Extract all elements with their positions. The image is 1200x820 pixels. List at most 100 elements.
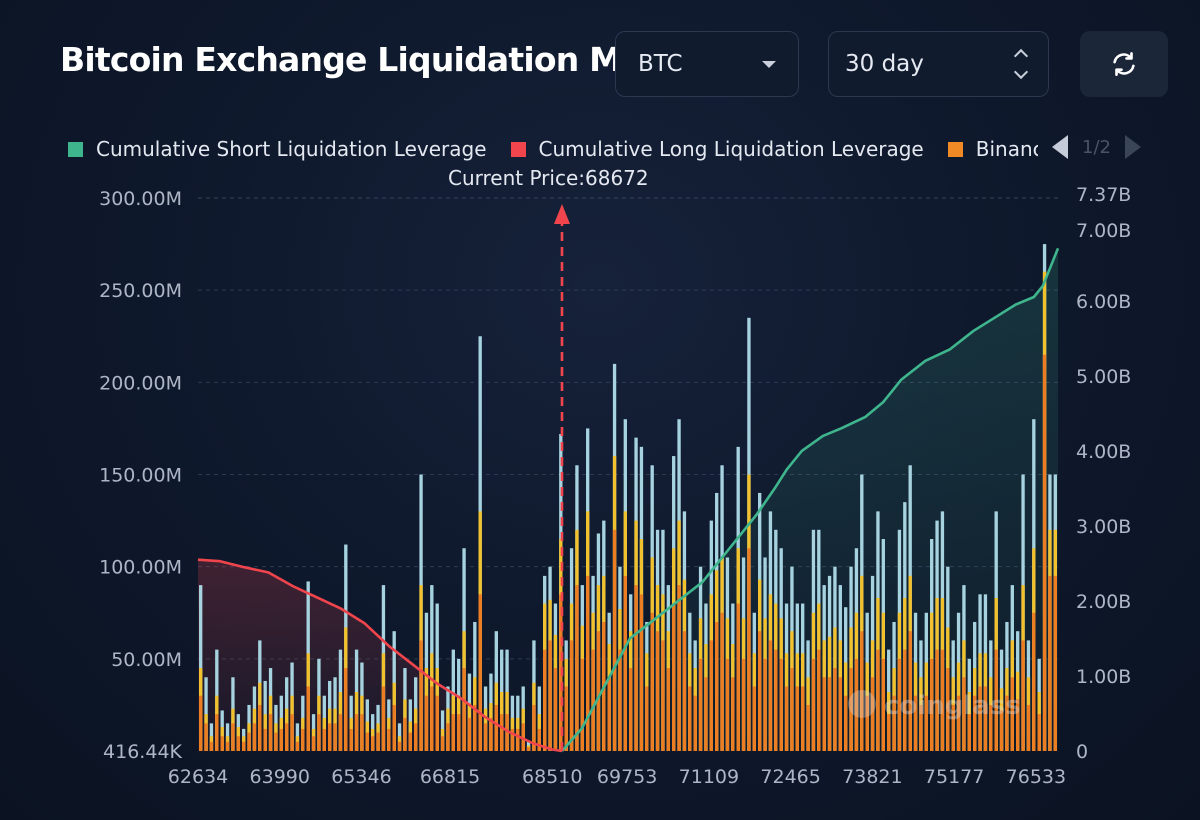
liquidation-bar xyxy=(677,419,681,751)
liquidation-bar xyxy=(973,621,977,751)
bar-binance xyxy=(956,695,961,751)
liquidation-bar xyxy=(419,474,423,751)
long-liquidation-line xyxy=(197,558,563,753)
liquidation-bar xyxy=(381,585,386,751)
bar-binance xyxy=(564,686,568,751)
liquidation-bar xyxy=(704,603,708,751)
legend-item-binance[interactable]: Binance xyxy=(947,137,1038,161)
bar-binance xyxy=(290,714,294,751)
bar-binance xyxy=(731,677,735,751)
bar-binance xyxy=(548,640,552,751)
left-axis-tick: 200.00M xyxy=(99,372,182,394)
bar-binance xyxy=(419,640,423,751)
liquidation-bar xyxy=(295,723,300,751)
refresh-button[interactable] xyxy=(1080,31,1168,97)
liquidation-bar xyxy=(1021,474,1025,751)
liquidation-bar xyxy=(268,668,273,751)
legend-item-short-liquidation[interactable]: Cumulative Short Liquidation Leverage xyxy=(68,137,487,161)
bar-binance xyxy=(919,704,923,751)
short-liquidation-line xyxy=(561,247,1060,752)
liquidation-bar xyxy=(548,566,552,751)
liquidation-bar xyxy=(467,673,472,751)
liquidation-bar xyxy=(801,603,805,751)
liquidation-bar xyxy=(505,649,509,751)
liquidation-bar xyxy=(951,640,955,751)
chart-legend: Cumulative Short Liquidation Leverage Cu… xyxy=(68,135,1038,163)
bar-binance xyxy=(344,668,348,751)
bar-binance xyxy=(822,677,826,751)
liquidation-bar xyxy=(688,612,692,751)
bar-binance xyxy=(483,723,488,751)
liquidation-bar xyxy=(564,640,568,751)
bar-binance xyxy=(994,649,998,751)
liquidation-bar xyxy=(516,695,520,751)
liquidation-bar xyxy=(1016,631,1020,751)
x-axis-tick: 66815 xyxy=(420,766,480,788)
liquidation-bar xyxy=(645,621,649,751)
liquidation-bar xyxy=(666,585,670,751)
liquidation-bar xyxy=(591,575,595,751)
liquidation-bar xyxy=(338,649,343,751)
bar-binance xyxy=(553,668,558,751)
bar-binance xyxy=(295,741,300,751)
liquidation-bar xyxy=(736,446,740,751)
liquidation-bar xyxy=(924,612,928,751)
liquidation-bar xyxy=(940,511,945,751)
liquidation-bar xyxy=(930,539,934,751)
bar-binance xyxy=(784,686,789,751)
bar-binance xyxy=(758,631,762,751)
bar-binance xyxy=(951,704,955,751)
bar-binance xyxy=(392,704,396,751)
liquidation-bar xyxy=(892,621,896,751)
liquidation-bar xyxy=(446,686,450,751)
liquidation-bar xyxy=(709,520,713,751)
x-axis-tick: 73821 xyxy=(842,766,902,788)
bar-binance xyxy=(505,714,509,751)
liquidation-bar xyxy=(817,529,821,751)
legend-next-icon[interactable] xyxy=(1124,135,1141,159)
bar-binance xyxy=(462,668,466,751)
watermark-text: coinglass xyxy=(884,691,1021,721)
liquidation-bar xyxy=(500,649,504,751)
left-axis: 416.44K 50.00M 100.00M 150.00M 200.00M 250.00… xyxy=(99,188,182,763)
legend-item-long-liquidation[interactable]: Cumulative Long Liquidation Leverage xyxy=(510,137,924,161)
bar-binance xyxy=(720,612,724,751)
bar-binance xyxy=(838,677,842,751)
liquidation-bar xyxy=(414,677,418,751)
bar-binance xyxy=(301,728,305,751)
bar-binance xyxy=(1037,714,1041,751)
liquidation-bar xyxy=(365,699,369,751)
liquidation-bar xyxy=(242,728,246,751)
bar-binance xyxy=(833,668,837,751)
page-title: Bitcoin Exchange Liquidation Map xyxy=(60,40,666,79)
liquidation-bar xyxy=(989,640,993,751)
bar-binance xyxy=(532,704,536,751)
liquidation-bar xyxy=(215,649,219,751)
liquidation-bar xyxy=(725,557,730,751)
bar-binance xyxy=(1016,699,1020,751)
bar-binance xyxy=(430,686,434,751)
liquidation-bar xyxy=(424,612,429,751)
liquidation-bar xyxy=(650,465,654,751)
bar-binance xyxy=(935,649,939,751)
liquidation-bar xyxy=(397,723,402,751)
bar-binance xyxy=(887,714,891,751)
bar-binance xyxy=(801,686,805,751)
bar-binance xyxy=(354,714,359,751)
liquidation-bar xyxy=(1032,419,1036,751)
bar-binance xyxy=(795,686,799,751)
liquidation-bar xyxy=(629,594,633,751)
liquidation-bar xyxy=(978,594,982,751)
coin-select[interactable]: BTC xyxy=(615,31,799,97)
range-select[interactable]: 30 day xyxy=(828,31,1049,97)
liquidation-bar xyxy=(408,699,412,751)
legend-prev-icon[interactable] xyxy=(1052,135,1068,159)
liquidation-bar xyxy=(532,640,536,751)
bar-binance xyxy=(349,728,353,751)
x-axis-tick: 63990 xyxy=(250,766,310,788)
legend-swatch-binance xyxy=(947,141,963,157)
bar-binance xyxy=(1021,640,1025,751)
bar-binance xyxy=(612,529,617,751)
bar-binance xyxy=(629,668,633,751)
